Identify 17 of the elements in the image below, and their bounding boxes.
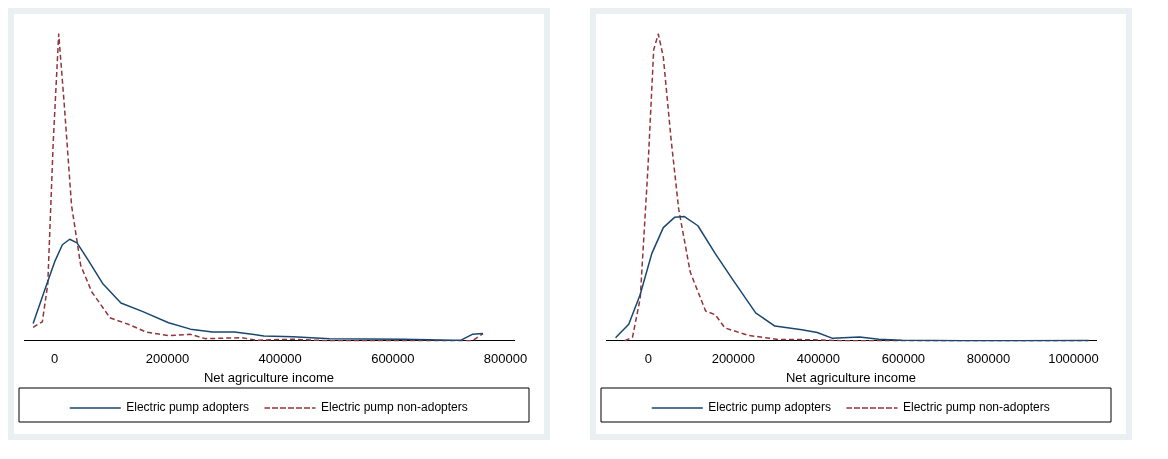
x-tick-label: 1000000 [1048,351,1099,367]
x-tick-label: 200000 [145,351,190,367]
legend-label: Electric pump adopters [126,400,249,415]
x-tick-label: 0 [644,351,652,367]
legend-label: Electric pump non-adopters [902,400,1050,415]
x-axis-title: Net agriculture income [785,369,917,385]
legend-label: Electric pump adopters [708,400,831,415]
x-axis-title: Net agriculture income [203,369,335,385]
x-tick-label: 800000 [483,351,528,367]
x-tick-label: 200000 [711,351,756,367]
x-tick-label: 0 [51,351,59,367]
x-tick-label: 400000 [258,351,302,367]
x-tick-label: 400000 [796,351,841,367]
x-tick-label: 600000 [371,351,415,367]
x-tick-label: 600000 [881,351,926,367]
x-tick-label: 800000 [966,351,1011,367]
legend-label: Electric pump non-adopters [320,400,468,415]
